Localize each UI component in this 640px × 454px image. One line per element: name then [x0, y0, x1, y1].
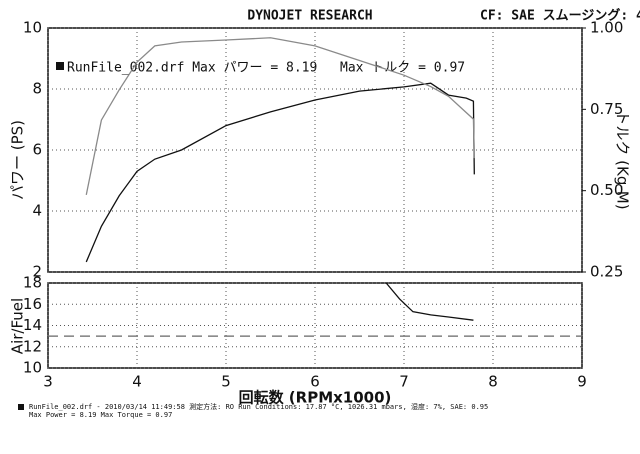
y2-axis-label: トルク (Kg-M) — [614, 110, 632, 209]
y-tick-label: 14 — [23, 316, 42, 334]
x-tick-label: 3 — [43, 373, 53, 391]
legend-entry: RunFile_002.drf Max パワー = 8.19 — [67, 61, 317, 76]
data-line — [385, 282, 474, 321]
y2-tick-label: 0.75 — [590, 100, 623, 118]
x-tick-label: 4 — [132, 373, 142, 391]
y-tick-label: 2 — [32, 263, 42, 281]
y-tick-label: 8 — [32, 80, 42, 98]
data-line — [85, 37, 475, 196]
footer-line: RunFile_002.drf - 2010/03/14 11:49:58 測定… — [29, 402, 488, 411]
y-tick-label: 12 — [23, 337, 42, 355]
y-tick-label: 6 — [32, 141, 42, 159]
footer-line: Max Power = 8.19 Max Torque = 0.97 — [29, 411, 172, 419]
y-axis-label: パワー (PS) — [9, 120, 27, 200]
y2-tick-label: 0.25 — [590, 263, 623, 281]
x-tick-label: 8 — [488, 373, 498, 391]
settings: CF: SAE スムージング: 4 — [480, 8, 640, 24]
y2-tick-label: 0.50 — [590, 181, 623, 199]
x-tick-label: 7 — [399, 373, 409, 391]
y-tick-label: 16 — [23, 295, 42, 313]
y2-tick-label: 1.00 — [590, 19, 623, 37]
y-tick-label: 10 — [23, 19, 42, 37]
x-tick-label: 6 — [310, 373, 320, 391]
title: DYNOJET RESEARCH — [247, 9, 372, 24]
x-axis-label: 回転数 (RPMx1000) — [239, 389, 392, 407]
y-tick-label: 4 — [32, 202, 42, 220]
y-tick-label: 18 — [23, 274, 42, 292]
afr-axis-label: Air/Fuel — [9, 298, 27, 354]
legend-entry: Max トルク = 0.97 — [340, 61, 465, 76]
x-tick-label: 9 — [577, 373, 587, 391]
footer-swatch — [18, 404, 24, 410]
data-line — [85, 82, 475, 263]
y-tick-label: 10 — [23, 359, 42, 377]
legend-swatch — [56, 62, 64, 70]
x-tick-label: 5 — [221, 373, 231, 391]
